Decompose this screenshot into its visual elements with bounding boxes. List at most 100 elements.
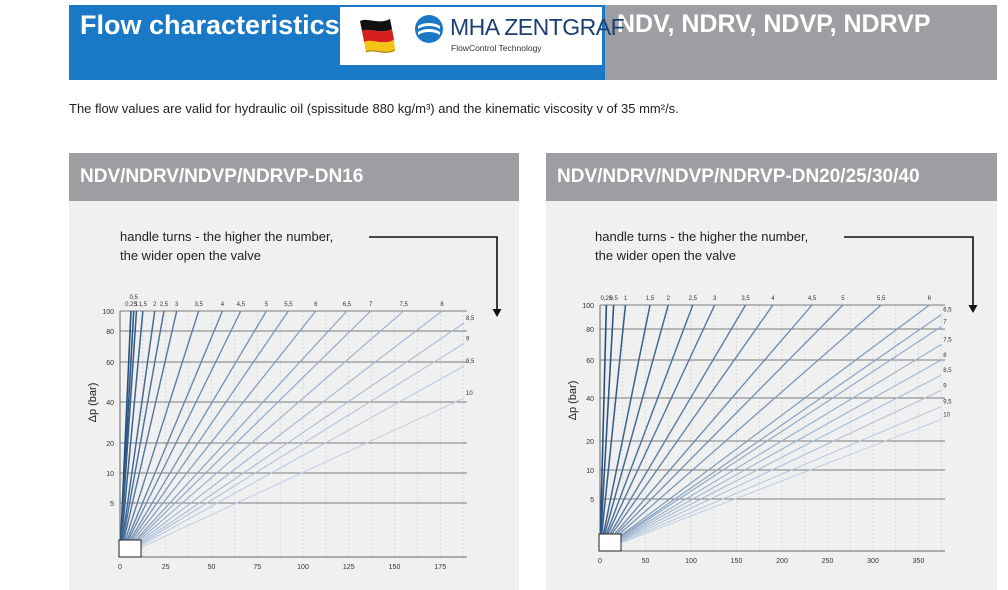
germany-flag-icon: [360, 19, 396, 53]
series-label: 8: [440, 302, 444, 308]
series-line: [119, 310, 165, 558]
series-label: 7: [369, 302, 373, 308]
series-label: 9,5: [466, 359, 475, 365]
x-tick-label: 150: [731, 558, 743, 565]
series-label: 5,5: [877, 296, 886, 302]
series-label: 9: [943, 383, 947, 389]
models-title: NDV, NDRV, NDVP, NDRVP: [617, 10, 931, 38]
series-line: [599, 326, 942, 552]
y-tick-label: 5: [110, 501, 114, 508]
series-line: [119, 310, 224, 558]
intro-text: The flow values are valid for hydraulic …: [69, 101, 679, 116]
series-line: [599, 406, 942, 552]
brand-tagline: FlowControl Technology: [451, 43, 542, 53]
x-tick-label: 75: [253, 564, 261, 571]
y-axis-label: Δp (bar): [567, 381, 579, 421]
y-tick-label: 5: [590, 497, 594, 504]
panel-title-dn20-40: NDV/NDRV/NDVP/NDRVP-DN20/25/30/40: [546, 153, 997, 201]
series-label: 3: [175, 302, 179, 308]
panel-title-dn16: NDV/NDRV/NDVP/NDRVP-DN16: [69, 153, 519, 201]
series-label: 6: [314, 302, 318, 308]
series-line: [599, 419, 942, 552]
series-line: [119, 365, 465, 558]
series-line: [599, 304, 608, 552]
y-tick-label: 10: [586, 468, 594, 475]
series-label: 4: [771, 296, 775, 302]
chart-note-line1: handle turns - the higher the number,: [120, 229, 334, 244]
series-line: [599, 304, 716, 552]
chart-note-line2: the wider open the valve: [595, 248, 736, 263]
origin-box: [598, 533, 622, 552]
series-line: [119, 310, 289, 558]
series-label: 0,25: [125, 302, 137, 308]
series-label: 9: [466, 336, 470, 342]
series-label: 4,5: [237, 302, 246, 308]
series-label: 2,5: [689, 296, 698, 302]
series-line: [119, 310, 138, 558]
series-line: [119, 310, 144, 558]
series-label: 10: [943, 413, 950, 419]
chart-panel-dn20-40: handle turns - the higher the number, th…: [546, 201, 997, 590]
series-line: [599, 374, 942, 552]
y-tick-label: 60: [106, 360, 114, 367]
page-title: Flow characteristics: [80, 10, 340, 40]
series-line: [599, 389, 942, 552]
series-label: 7,5: [399, 302, 408, 308]
series-label: 4,5: [808, 296, 817, 302]
y-tick-label: 100: [102, 309, 114, 316]
x-tick-label: 0: [598, 558, 602, 565]
series-label: 5,5: [284, 302, 293, 308]
series-line: [599, 304, 930, 552]
note-arrow: [369, 236, 498, 311]
series-line: [599, 344, 942, 552]
series-line: [599, 304, 747, 552]
series-line: [119, 322, 465, 558]
series-label: 3,5: [195, 302, 204, 308]
series-label: 3: [713, 296, 717, 302]
series-label: 5: [265, 302, 269, 308]
arrowhead-icon: [492, 309, 502, 317]
series-label: 10: [466, 391, 473, 397]
note-arrow: [844, 236, 974, 307]
x-tick-label: 0: [118, 564, 122, 571]
series-line: [119, 310, 242, 558]
x-tick-label: 250: [822, 558, 834, 565]
x-tick-label: 100: [685, 558, 697, 565]
series-line: [119, 310, 156, 558]
x-tick-label: 100: [297, 564, 309, 571]
x-tick-label: 150: [389, 564, 401, 571]
y-tick-label: 20: [586, 439, 594, 446]
y-tick-label: 10: [106, 471, 114, 478]
series-label: 8,5: [943, 368, 952, 374]
y-tick-label: 100: [582, 303, 594, 310]
series-label: 2: [153, 302, 157, 308]
chart-panel-dn16: handle turns - the higher the number, th…: [69, 201, 519, 590]
chart-note-line2: the wider open the valve: [120, 248, 261, 263]
series-label: 0,25: [601, 296, 613, 302]
y-tick-label: 80: [586, 327, 594, 334]
series-line: [599, 304, 882, 552]
series-label: 2: [667, 296, 671, 302]
series-label: 6,5: [343, 302, 352, 308]
series-line: [119, 310, 200, 558]
series-label: 6,5: [943, 308, 952, 314]
y-tick-label: 40: [106, 400, 114, 407]
series-line: [599, 304, 813, 552]
series-label: 1,5: [139, 302, 148, 308]
series-label: 3,5: [741, 296, 750, 302]
x-tick-label: 50: [642, 558, 650, 565]
series-label: 1,5: [646, 296, 655, 302]
series-line: [599, 304, 694, 552]
series-line: [119, 310, 443, 558]
series-line: [119, 310, 348, 558]
arrowhead-icon: [968, 305, 978, 313]
origin-box: [118, 539, 142, 558]
models-bar: [605, 5, 997, 80]
y-tick-label: 80: [106, 329, 114, 336]
chart-note-line1: handle turns - the higher the number,: [595, 229, 809, 244]
mha-logo-icon: [415, 15, 443, 43]
series-label: 9,5: [943, 400, 952, 406]
series-label: 1: [135, 302, 139, 308]
x-tick-label: 200: [776, 558, 788, 565]
